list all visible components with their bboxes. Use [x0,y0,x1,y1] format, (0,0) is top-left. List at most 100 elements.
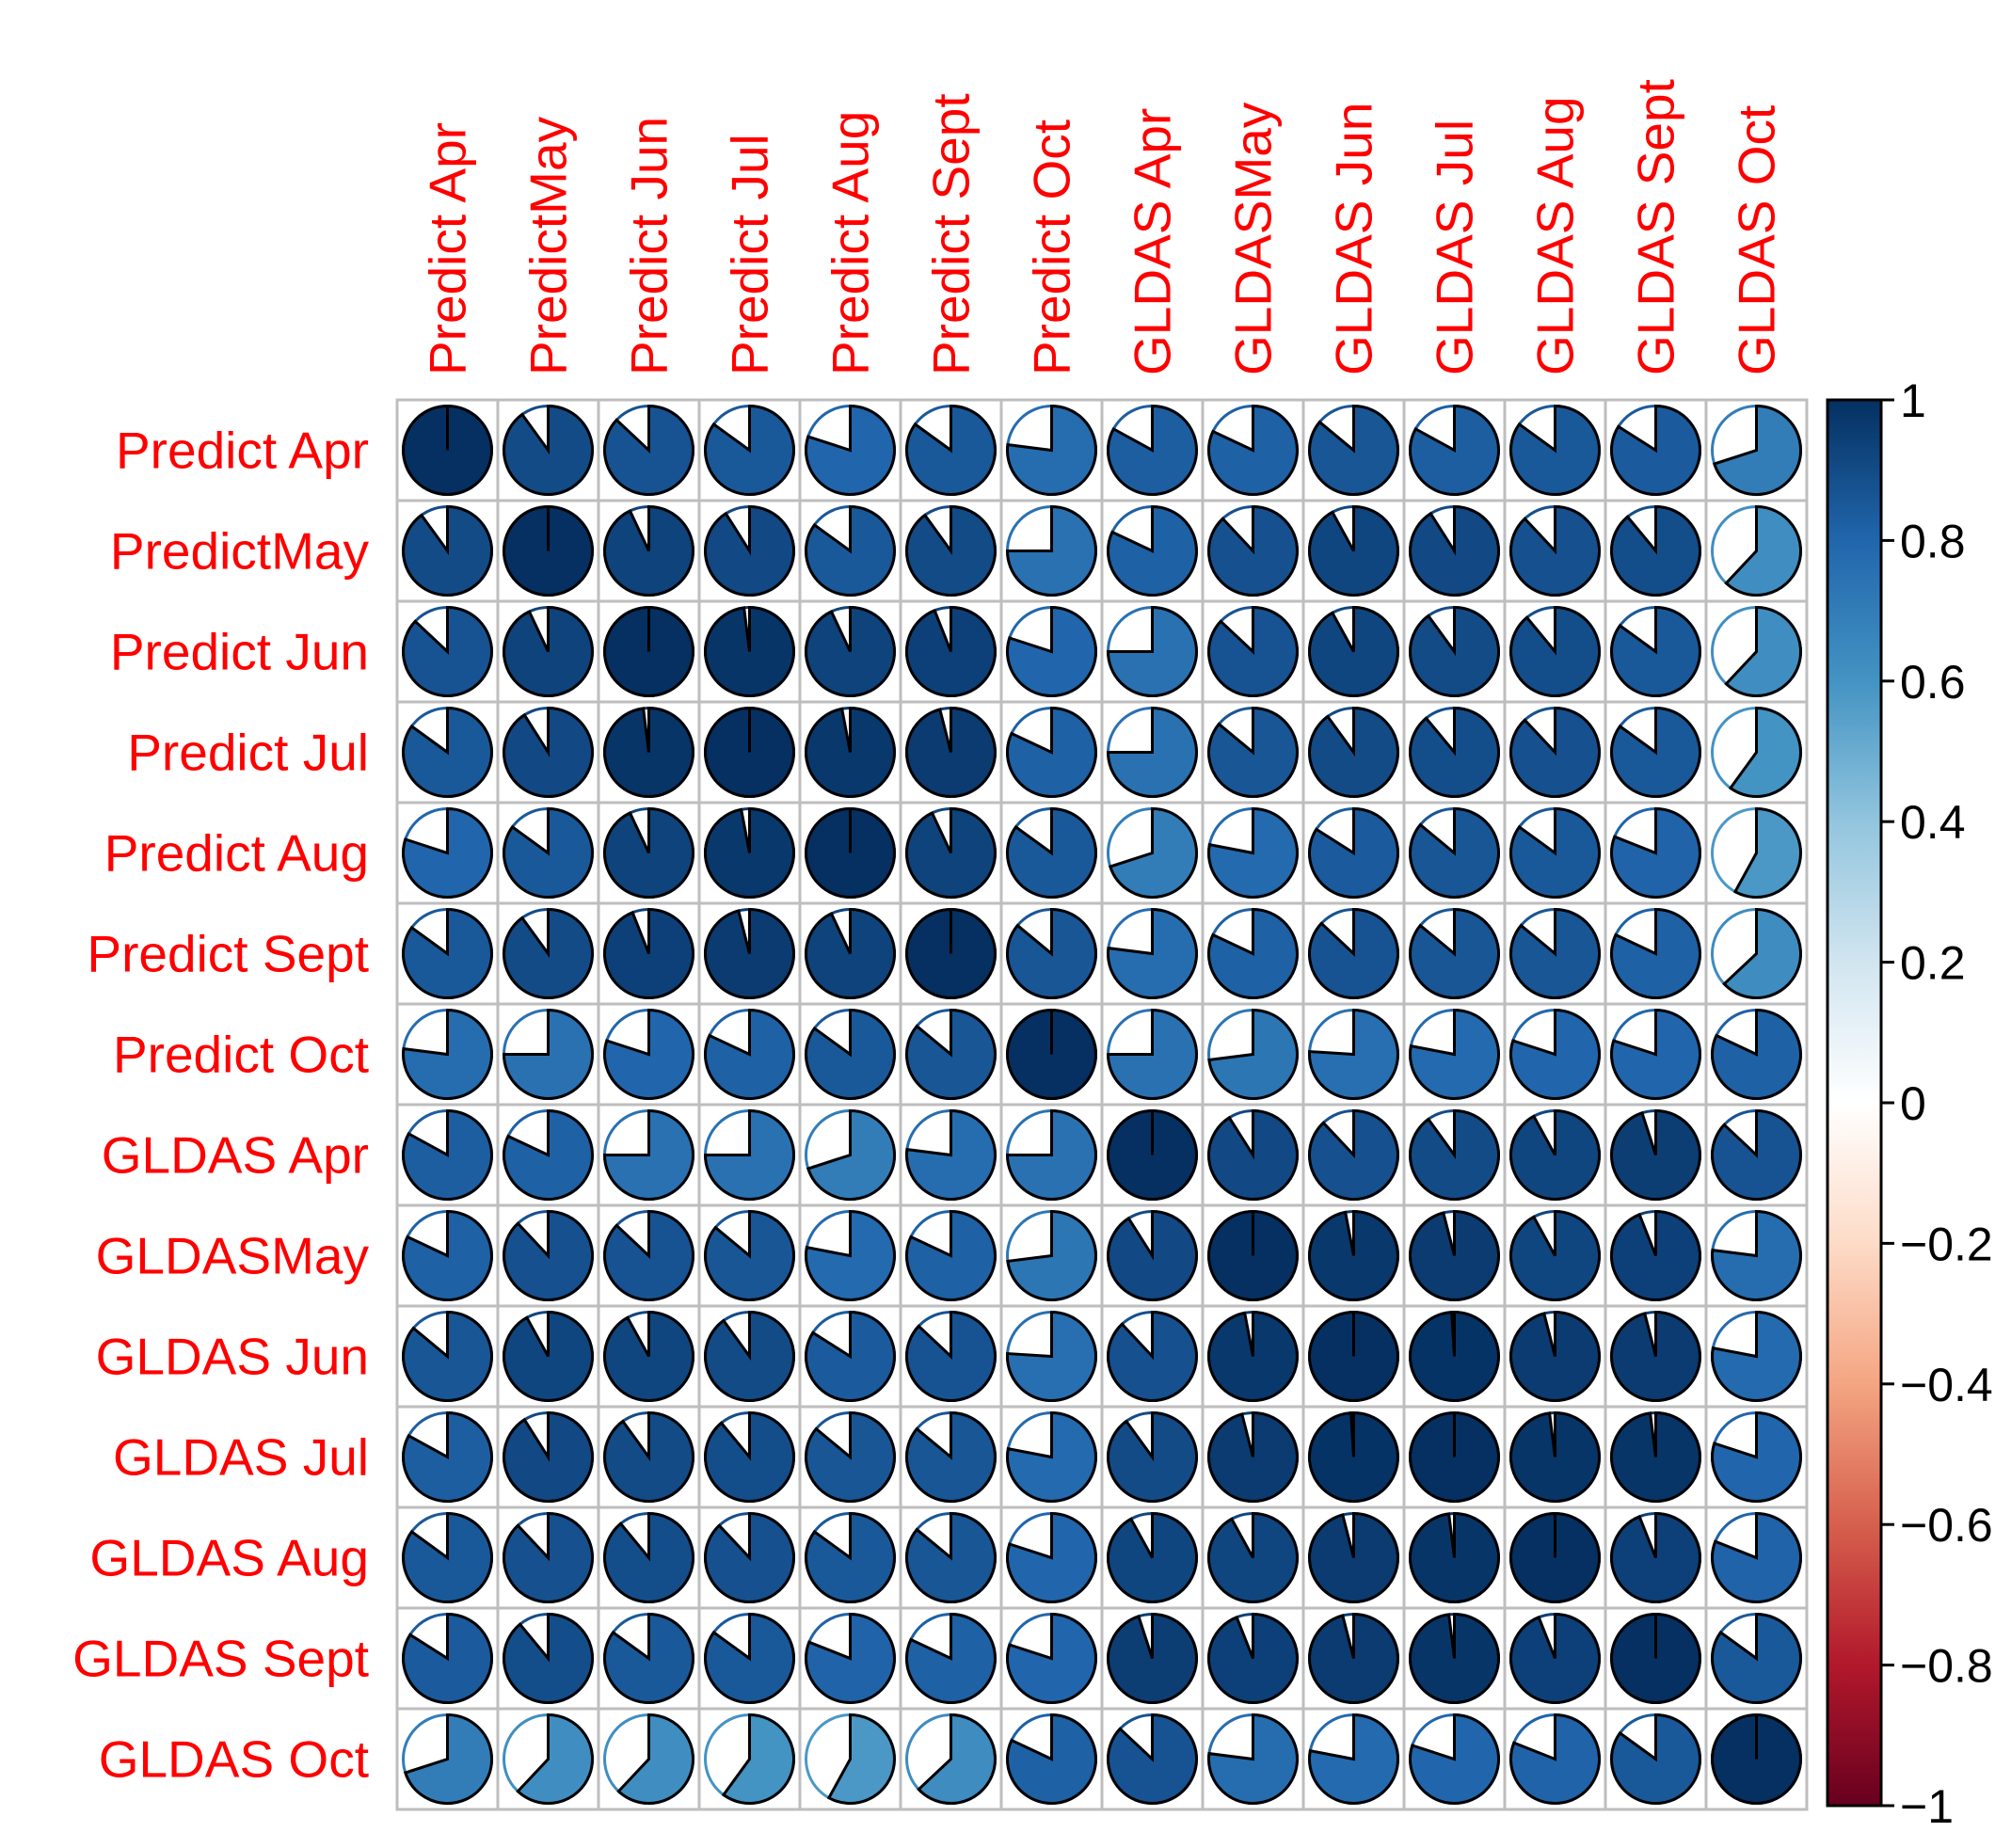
column-label: GLDAS Aug [1526,96,1585,375]
pie-cell [1207,1008,1299,1100]
pie-wedge [704,404,795,496]
pie-wedge [917,1713,998,1805]
pie-cell [603,1511,694,1603]
pie-wedge [703,605,795,697]
pie-wedge [1207,706,1299,798]
pie-cell [402,605,494,697]
pie-cell [1408,1511,1500,1603]
pie-cell [1711,1209,1802,1301]
pie-wedge [905,1612,997,1704]
pie-cell [603,606,694,697]
pie-wedge [1006,1310,1097,1402]
pie-wedge [1408,1612,1500,1704]
pie-cell [1006,1612,1097,1704]
pie-cell [1006,1713,1097,1805]
pie-wedge [1509,504,1602,597]
pie-cell [905,1209,997,1301]
pie-wedge [603,1410,694,1503]
pie-wedge [402,1008,493,1100]
column-label: Predict Apr [419,122,477,375]
pie-wedge [905,1310,998,1402]
pie-cell [704,1612,795,1704]
pie-cell [603,1209,695,1301]
pie-wedge [1509,806,1601,899]
pie-wedge [402,1108,493,1201]
pie-cell [805,1108,896,1201]
pie-cell [1610,1008,1701,1100]
colorbar-tick-label: 0.8 [1900,515,1966,567]
pie-wedge [1308,1410,1399,1503]
row-label: Predict Apr [116,422,369,480]
pie-wedge [1006,806,1097,899]
pie-wedge [704,504,795,597]
pie-wedge [1106,1008,1198,1100]
pie-wedge [805,1511,896,1603]
pie-wedge [704,1209,795,1301]
pie-cell [1207,1310,1299,1402]
pie-wedge [1509,1008,1601,1100]
pie-wedge [1509,1310,1602,1402]
colorbar-tick-label: 0.4 [1900,796,1966,849]
pie-wedge [603,1209,695,1301]
pie-cell [1711,504,1802,597]
pie-wedge [402,806,493,899]
pie-cell [1107,907,1198,999]
pie-cell [1107,404,1198,496]
pie-wedge [516,1713,594,1805]
pie-cell [1610,1108,1701,1201]
pie-wedge [1711,1612,1802,1704]
pie-cell [1610,1310,1702,1402]
pie-wedge [1207,907,1299,999]
pie-wedge [616,1713,694,1805]
pie-cell [1711,706,1802,798]
pie-cell [1308,1108,1400,1201]
pie-cell [1207,1210,1299,1301]
pie-cell [1711,1511,1802,1603]
pie-wedge [1610,706,1701,798]
pie-wedge [603,1008,694,1100]
pie-cell [704,1410,795,1503]
pie-wedge [1107,1410,1198,1503]
pie-cell [1610,1613,1701,1704]
pie-wedge [1409,1108,1500,1201]
pie-cell [1409,1411,1500,1503]
colorbar-gradient [1826,398,1883,1808]
pie-wedge [503,806,594,899]
pie-wedge [1711,1410,1802,1503]
pie-cell [1107,1410,1198,1503]
column-label: Predict Sept [922,93,981,375]
pie-cell [1509,1612,1601,1704]
pie-cell [503,505,594,597]
pie-wedge [805,1410,896,1503]
column-label: GLDASMay [1224,102,1283,375]
pie-cell [1711,1008,1802,1100]
column-label: GLDAS Jun [1325,103,1383,375]
column-label: PredictMay [519,116,578,375]
pie-wedge [402,1310,493,1402]
pie-cell [1006,1209,1097,1301]
pie-wedge [1207,806,1299,899]
pie-cell [1006,806,1097,899]
pie-cell [402,1511,493,1603]
pie-cell [704,806,795,899]
pie-wedge [503,404,594,496]
pie-cell [503,1410,594,1503]
pie-wedge [603,1511,694,1603]
pie-cell [905,404,997,496]
pie-cell [1509,1713,1601,1805]
pie-wedge [1610,1209,1701,1301]
pie-cell [1006,605,1097,697]
pie-wedge [602,1108,694,1201]
pie-cell [1509,907,1601,999]
pie-wedge [1107,1511,1198,1603]
row-label: Predict Oct [113,1026,369,1084]
pie-cell [1409,907,1500,999]
pie-cell [503,1108,594,1201]
pie-wedge [1107,504,1198,597]
pie-wedge [704,1511,796,1603]
pie-wedge [704,1310,795,1402]
pie-wedge [1107,404,1198,496]
pie-wedge [905,1209,997,1301]
pie-cell [1409,1108,1500,1201]
pie-wedge [503,1410,594,1503]
